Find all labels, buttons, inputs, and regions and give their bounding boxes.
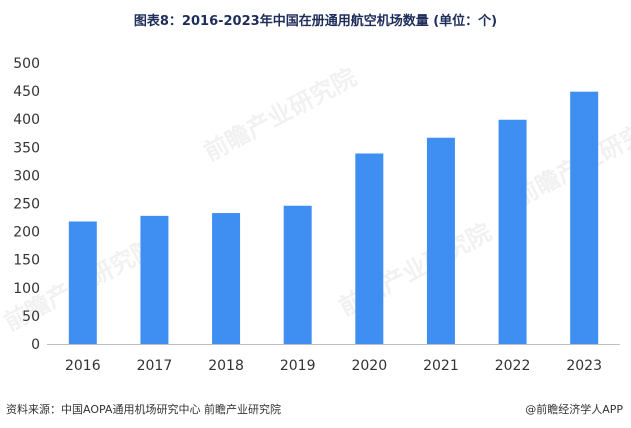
y-tick-label: 300: [13, 168, 40, 184]
bar: [570, 91, 599, 344]
y-tick-label: 100: [13, 281, 40, 297]
y-tick-label: 250: [13, 197, 40, 213]
x-tick-label: 2020: [351, 358, 387, 374]
x-tick-label: 2017: [137, 358, 173, 374]
chart-title: 图表8：2016-2023年中国在册通用航空机场数量 (单位：个): [133, 14, 498, 29]
x-tick-label: 2018: [208, 358, 244, 374]
brand-label: @前瞻经济学人APP: [525, 401, 623, 417]
bar: [355, 153, 384, 344]
y-tick-label: 450: [13, 84, 40, 100]
y-tick-label: 500: [13, 56, 40, 72]
y-tick-label: 0: [31, 337, 40, 353]
bar: [498, 119, 527, 345]
y-tick-label: 150: [13, 253, 40, 269]
x-tick-label: 2023: [566, 358, 602, 374]
bar: [140, 215, 169, 344]
source-note: 资料来源：中国AOPA通用机场研究中心 前瞻产业研究院: [6, 403, 281, 416]
y-tick-label: 50: [22, 309, 40, 325]
x-tick-label: 2022: [495, 358, 531, 374]
x-tick-label: 2016: [65, 358, 101, 374]
bar: [283, 205, 312, 344]
x-tick-label: 2021: [423, 358, 459, 374]
y-tick-label: 200: [13, 225, 40, 241]
x-tick-label: 2019: [280, 358, 316, 374]
bar: [426, 137, 455, 344]
y-tick-label: 350: [13, 140, 40, 156]
brand-text: @前瞻经济学人APP: [525, 403, 623, 416]
bar: [212, 213, 241, 344]
bar: [68, 221, 97, 344]
y-tick-label: 400: [13, 112, 40, 128]
